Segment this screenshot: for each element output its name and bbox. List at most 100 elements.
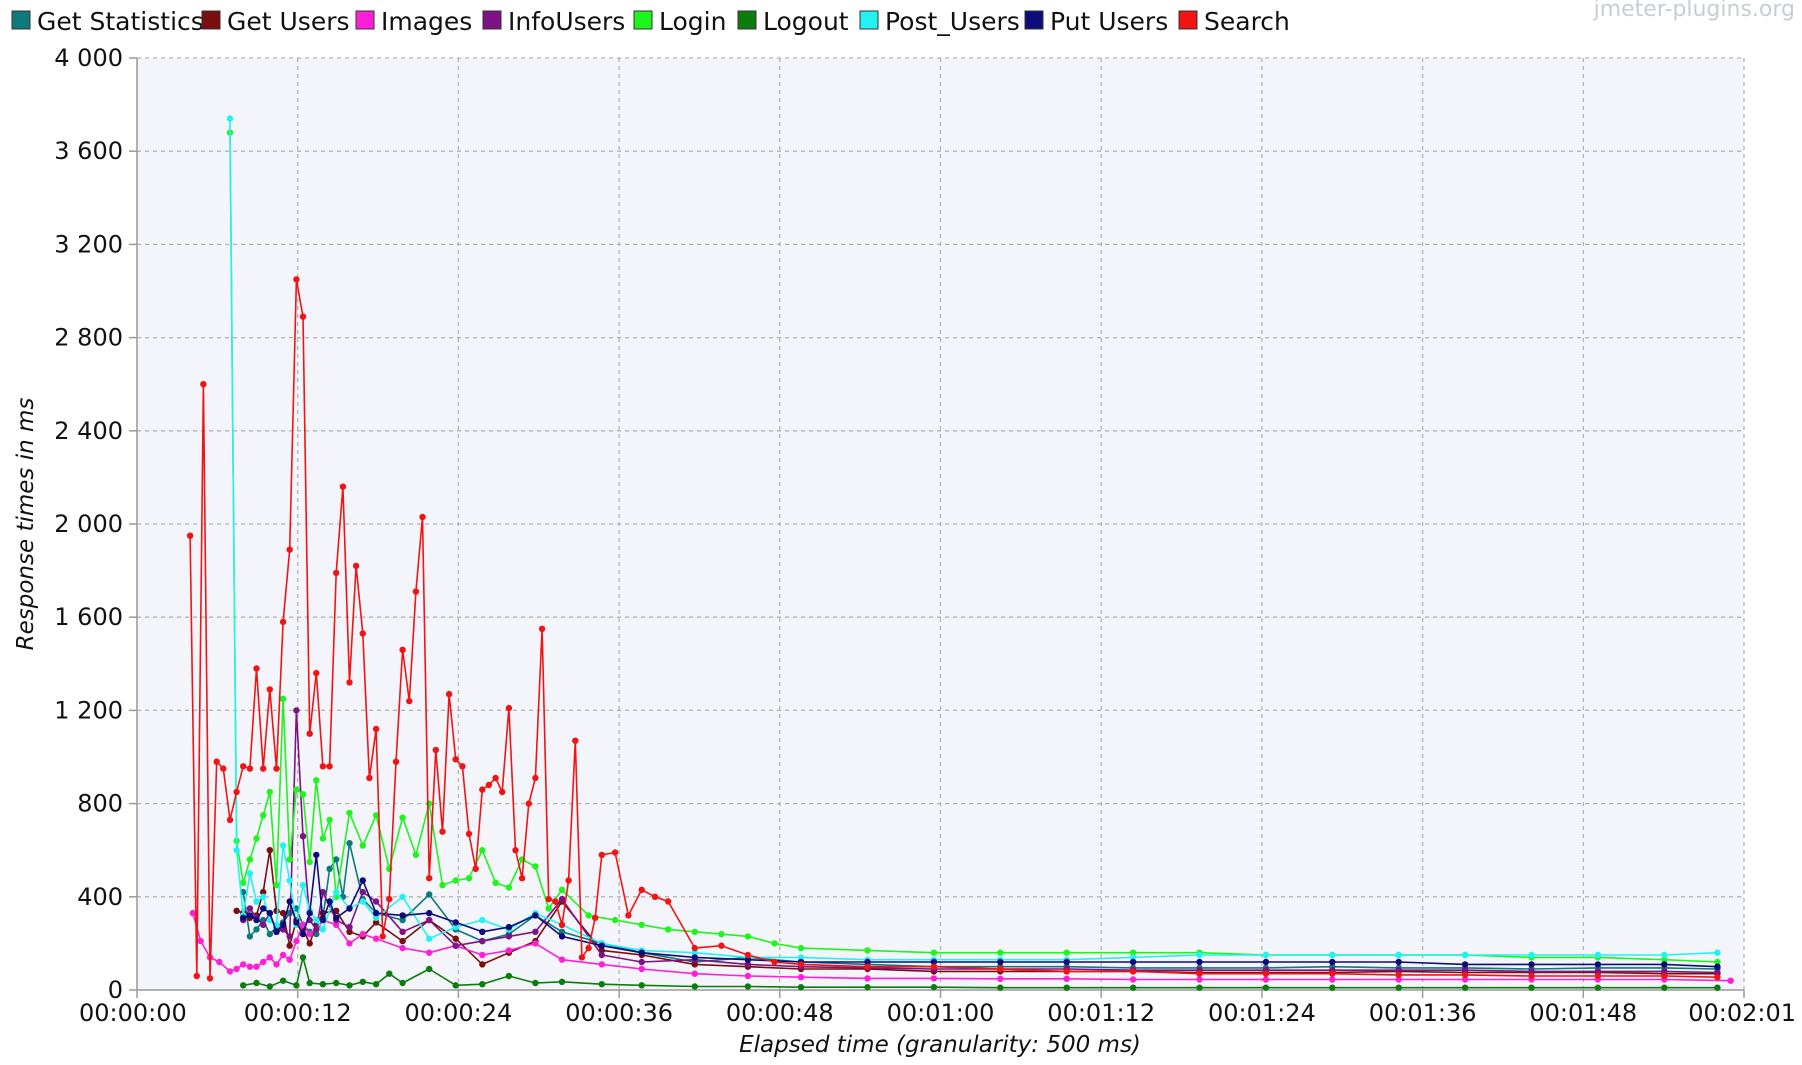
data-point-login [638,921,645,928]
data-point-search [1063,968,1070,975]
data-point-search [279,618,287,626]
data-point-logout [452,982,459,989]
data-point-post-users [246,870,254,877]
data-point-put-users [346,905,353,912]
data-point-logout [1461,984,1469,991]
data-point-logout [1395,984,1402,991]
data-point-images [359,930,366,938]
data-point-images [997,975,1004,982]
data-point-images [216,958,223,966]
data-point-get-users [479,961,486,968]
legend-label: Images [381,7,472,36]
data-point-search [386,895,393,903]
data-point-put-users [1594,961,1602,968]
data-point-login [718,930,725,938]
data-point-logout [299,954,307,961]
data-point-logout [1661,984,1668,991]
data-point-search [472,865,479,872]
data-point-infousers [598,951,605,959]
data-point-infousers [346,923,353,931]
data-point-login [412,851,420,859]
data-point-images [744,972,752,980]
data-point-infousers [744,961,752,968]
data-point-logout [1196,984,1203,991]
data-point-search [578,954,586,961]
data-point-infousers [532,928,539,935]
data-point-post-users [260,893,267,900]
data-point-put-users [997,958,1004,966]
data-point-images [189,909,196,917]
x-tick-label: 00:00:24 [405,999,513,1027]
data-point-get-users [399,937,406,945]
data-point-images [691,970,698,977]
data-point-search [273,765,280,772]
data-point-post-users [286,877,293,884]
data-point-login [505,884,513,891]
data-point-login [691,928,698,935]
data-point-login [319,835,327,842]
data-point-logout [797,984,805,991]
data-point-put-users [1395,958,1402,966]
data-point-put-users [279,921,287,928]
legend-item-images: Images [355,7,472,36]
data-point-search [412,588,420,595]
data-point-search [266,686,273,693]
x-tick-label: 00:01:36 [1369,999,1477,1027]
data-point-search [406,697,413,705]
x-tick-label: 00:02:01 [1688,999,1796,1027]
data-point-put-users [1329,958,1336,966]
legend-item-login: Login [633,7,726,36]
data-point-images [226,968,234,975]
data-point-get-statistics [426,891,433,898]
legend-item-logout: Logout [737,7,849,36]
data-point-put-users [1661,961,1668,968]
data-point-logout [1714,984,1721,991]
data-point-post-users [1129,954,1137,961]
data-point-put-users [359,877,366,884]
data-point-search [512,847,519,854]
data-point-logout [240,982,247,989]
data-point-search [485,781,493,789]
data-point-infousers [1395,967,1402,974]
data-point-put-users [598,942,605,949]
data-point-login [346,809,353,817]
data-point-search [625,912,632,919]
y-axis-title: Response times in ms [13,398,39,651]
data-point-images [279,951,287,959]
data-point-put-users [372,909,380,917]
x-tick-label: 00:00:48 [726,999,834,1027]
data-point-get-users [452,935,459,942]
data-point-search [492,774,499,782]
data-point-search [1196,970,1203,977]
data-point-put-users [326,898,333,905]
data-point-search [293,276,300,283]
series-line-put-users [242,854,1718,968]
x-tick-label: 00:01:00 [887,999,995,1027]
data-point-login [492,879,499,886]
data-point-images [1063,975,1070,982]
legend-item-get-statistics: Get Statistics [11,7,204,36]
data-point-search [930,963,938,970]
x-tick-label: 00:01:24 [1208,999,1316,1027]
data-point-search [505,704,513,712]
data-point-post-users [1329,951,1336,959]
data-point-put-users [266,909,273,917]
data-point-infousers [1714,969,1721,976]
legend-label: Login [659,7,726,36]
data-point-login [545,905,552,912]
legend-swatch [201,10,221,30]
data-point-put-users [426,909,433,917]
data-point-logout [346,982,353,989]
data-point-search [359,630,366,637]
data-point-search [1661,972,1668,980]
data-point-search [1329,970,1336,977]
data-point-search [718,942,725,949]
data-point-put-users [744,956,752,963]
data-point-infousers [293,707,300,714]
data-point-search [1461,971,1469,979]
legend-swatch [859,10,879,30]
data-point-images [930,975,938,982]
data-point-search [1714,974,1721,981]
data-point-infousers [279,926,287,933]
